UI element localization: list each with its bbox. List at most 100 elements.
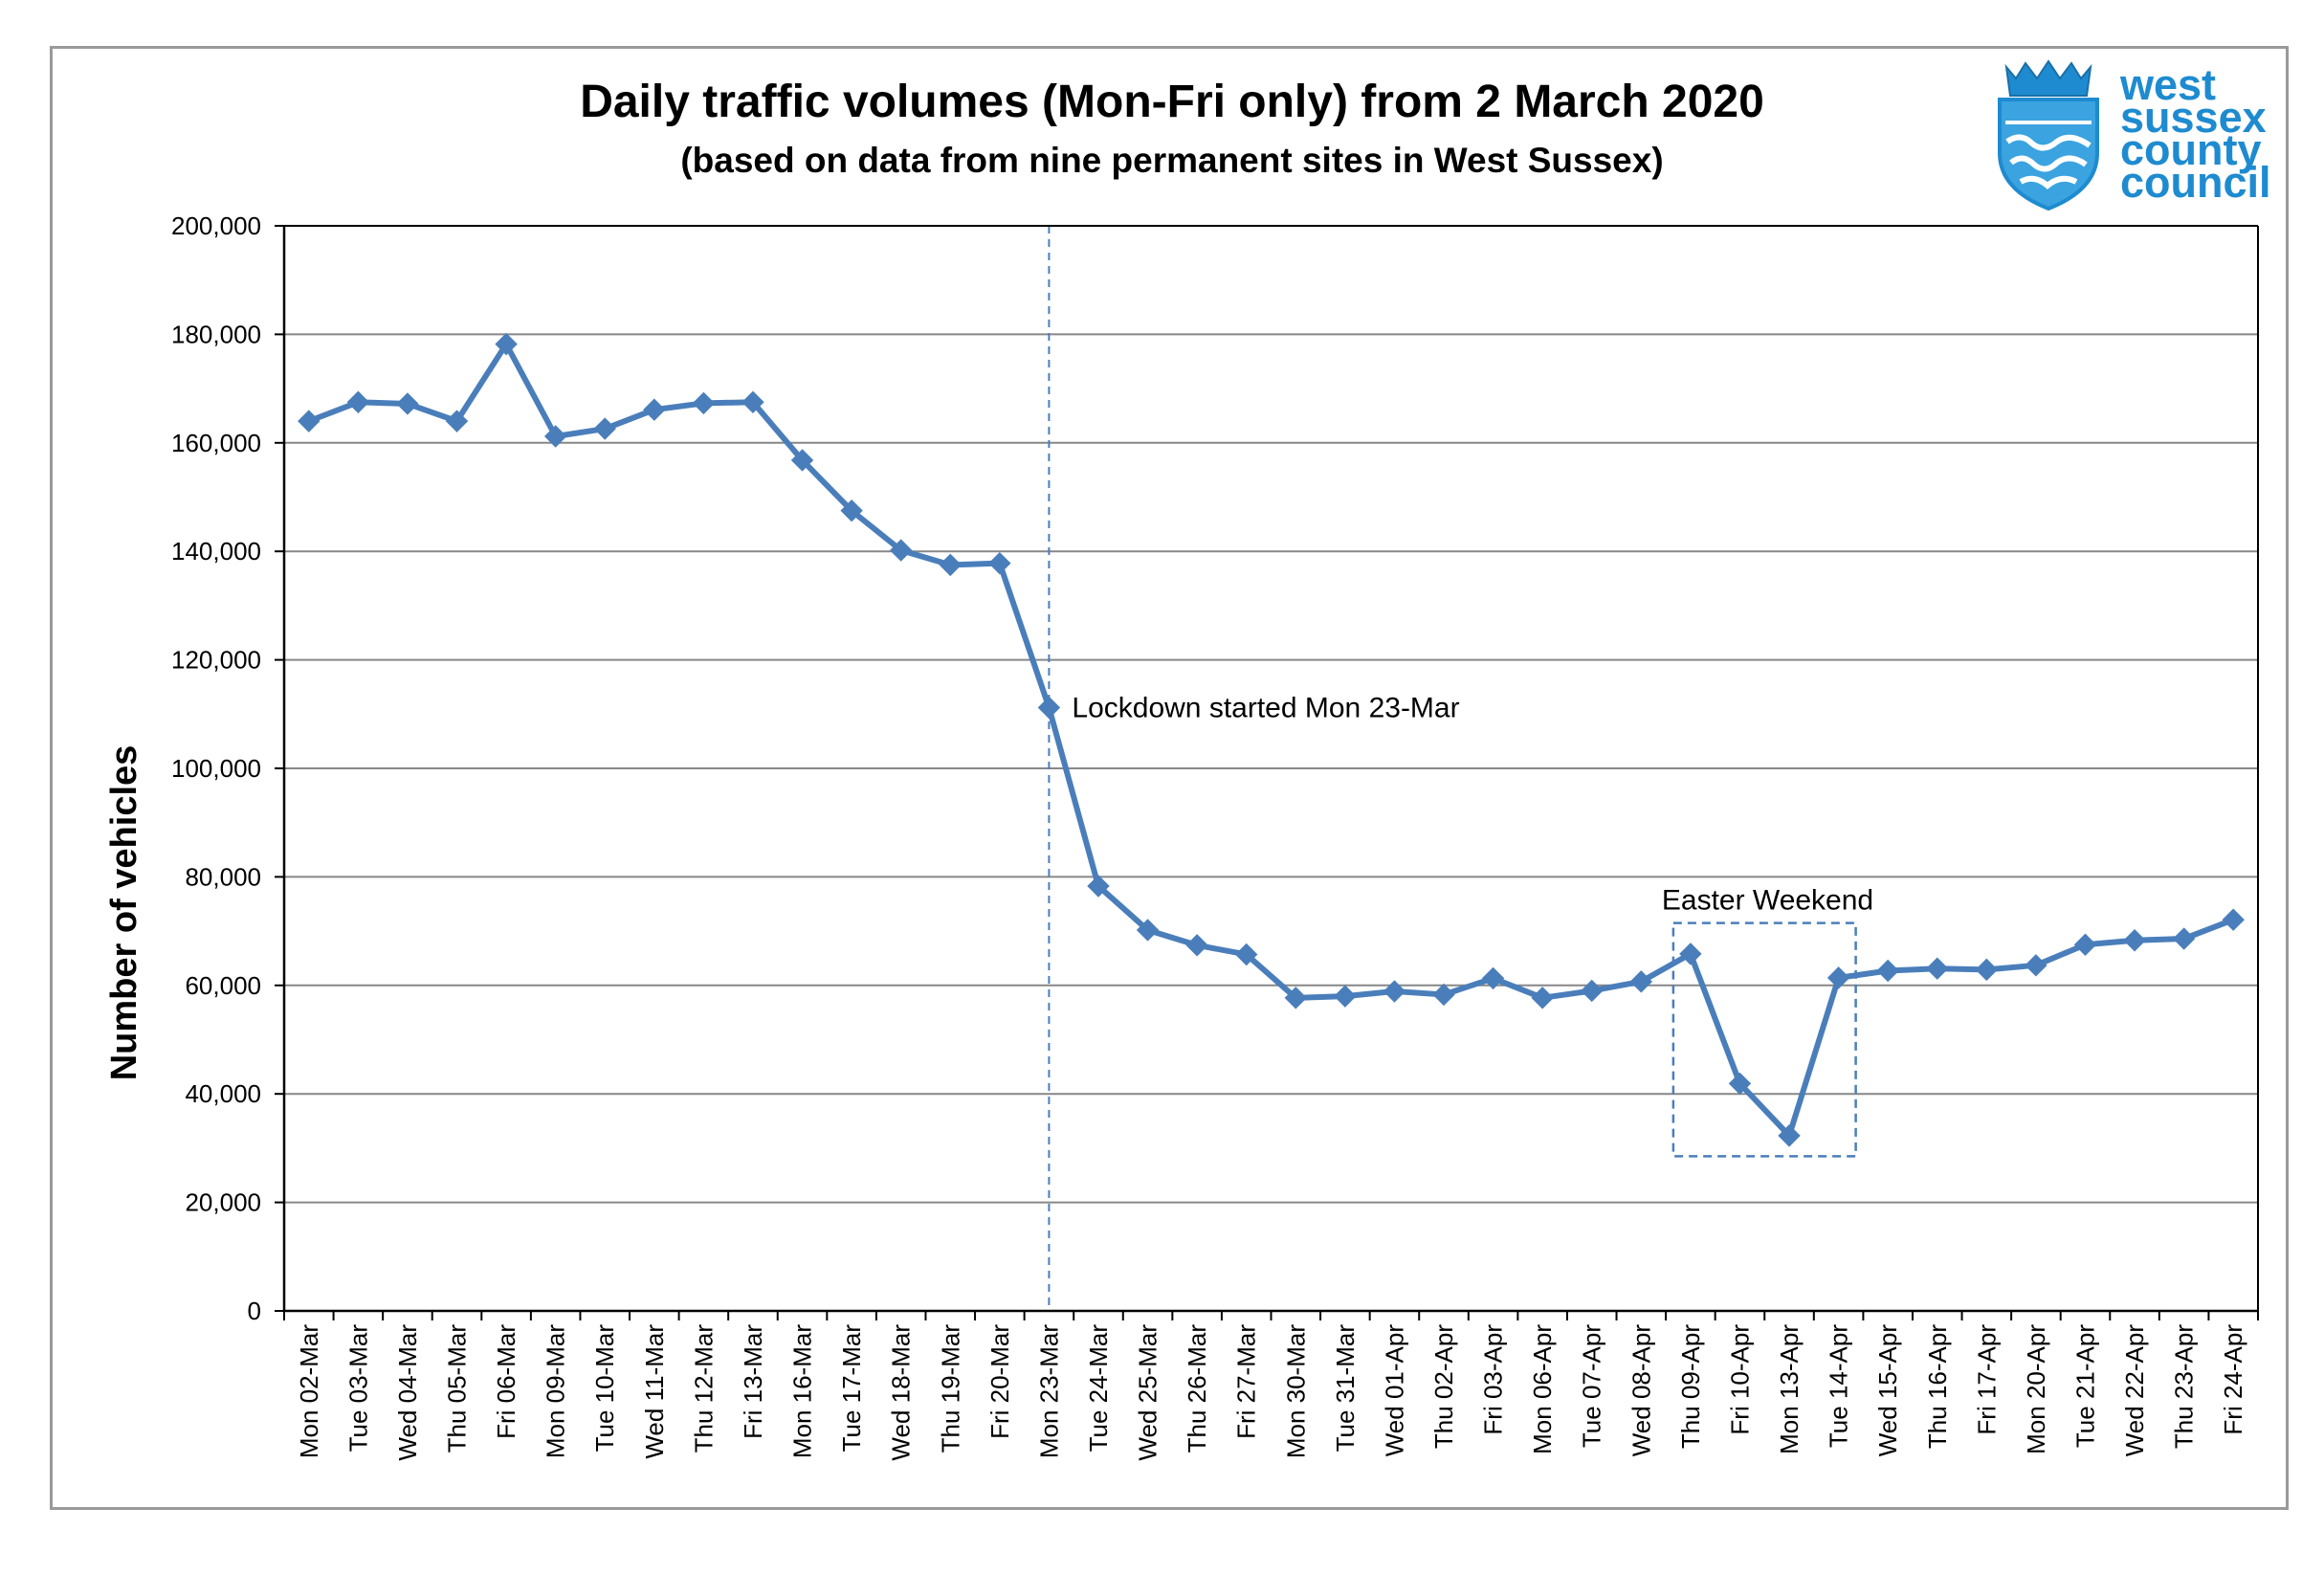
x-tick-label: Fri 20-Mar <box>985 1324 1014 1439</box>
x-tick-label: Mon 09-Mar <box>542 1324 570 1458</box>
data-point <box>1087 875 1110 898</box>
data-point <box>1284 987 1307 1009</box>
y-tick-label: 160,000 <box>171 429 261 457</box>
data-point <box>2222 908 2245 931</box>
data-point <box>988 551 1011 575</box>
x-tick-label: Wed 22-Apr <box>2120 1324 2149 1457</box>
data-point <box>543 425 567 448</box>
data-point <box>2073 933 2097 956</box>
y-tick-label: 80,000 <box>185 862 261 891</box>
x-tick-label: Tue 10-Mar <box>590 1324 619 1453</box>
x-tick-label: Tue 03-Mar <box>343 1324 372 1453</box>
data-point <box>1235 943 1258 966</box>
data-point <box>1432 983 1455 1007</box>
x-tick-label: Tue 14-Apr <box>1825 1324 1853 1448</box>
data-point <box>1185 934 1208 957</box>
chart-subtitle: (based on data from nine permanent sites… <box>680 141 1663 180</box>
x-tick-label: Tue 17-Mar <box>837 1324 866 1453</box>
x-tick-label: Wed 01-Apr <box>1380 1324 1408 1457</box>
axes <box>275 225 2259 1320</box>
data-point <box>1037 696 1061 720</box>
data-point <box>1728 1072 1752 1096</box>
annotations: Lockdown started Mon 23-Mar Easter Weeken… <box>1048 226 1873 1311</box>
x-tick-label: Mon 02-Mar <box>295 1324 323 1458</box>
data-point <box>346 390 370 413</box>
x-tick-label: Wed 11-Mar <box>640 1324 669 1459</box>
data-point <box>1876 959 1899 983</box>
data-point <box>939 553 962 577</box>
series-line <box>307 341 2235 1139</box>
x-tick-label: Mon 06-Apr <box>1528 1324 1557 1454</box>
x-tick-label: Mon 20-Apr <box>2022 1324 2050 1454</box>
data-point <box>1629 970 1653 993</box>
data-point <box>1334 985 1357 1008</box>
data-point <box>1826 966 1850 989</box>
data-point <box>889 539 913 562</box>
y-axis-label: Number of vehicles <box>104 745 144 1081</box>
data-point <box>396 392 419 415</box>
data-point <box>692 391 716 415</box>
data-point <box>1926 957 1949 980</box>
county-logo: west sussex county council <box>1998 59 2271 211</box>
y-tick-label: 120,000 <box>171 646 261 675</box>
series-layer <box>298 332 2245 1147</box>
x-tick-label: Fri 13-Mar <box>739 1324 767 1439</box>
x-tick-label: Tue 24-Mar <box>1084 1324 1113 1453</box>
x-tick-label: Fri 03-Apr <box>1479 1324 1508 1435</box>
x-tick-label: Wed 04-Mar <box>393 1324 422 1461</box>
x-tick-label: Thu 12-Mar <box>689 1324 718 1453</box>
y-tick-label: 180,000 <box>171 320 261 348</box>
data-point <box>1481 966 1505 990</box>
x-tick-label: Mon 13-Apr <box>1775 1324 1804 1454</box>
data-point <box>1531 987 1554 1009</box>
chart-title: Daily traffic volumes (Mon-Fri only) fro… <box>580 77 1764 127</box>
x-tick-label: Wed 15-Apr <box>1873 1324 1902 1457</box>
crown-shield-icon <box>1998 59 2099 211</box>
data-point <box>2123 929 2146 952</box>
data-point <box>1581 979 1604 1003</box>
data-point <box>495 332 518 356</box>
logo-line-4: council <box>2120 158 2271 207</box>
data-point <box>445 410 469 433</box>
x-tick-label: Fri 27-Mar <box>1232 1324 1261 1439</box>
data-point <box>840 499 863 522</box>
x-tick-label: Thu 05-Mar <box>443 1324 472 1453</box>
data-point <box>741 390 764 413</box>
data-point <box>1136 919 1160 942</box>
x-tick-label: Mon 23-Mar <box>1034 1324 1063 1458</box>
x-tick-label: Thu 23-Apr <box>2170 1324 2199 1449</box>
lockdown-annotation: Lockdown started Mon 23-Mar <box>1072 692 1459 723</box>
data-point <box>2172 927 2196 950</box>
x-tick-label: Mon 16-Mar <box>788 1324 817 1458</box>
x-tick-label: Fri 24-Apr <box>2219 1324 2247 1435</box>
chart-frame <box>50 46 2289 1510</box>
x-tick-label: Mon 30-Mar <box>1281 1324 1310 1458</box>
x-tick-label: Wed 25-Mar <box>1134 1324 1162 1461</box>
y-tick-label: 40,000 <box>185 1079 261 1108</box>
data-point <box>1679 943 1702 965</box>
x-tick-label: Fri 17-Apr <box>1972 1324 2001 1435</box>
y-tick-label: 60,000 <box>185 971 261 1000</box>
x-tick-label: Thu 09-Apr <box>1676 1324 1705 1449</box>
x-tick-label: Tue 07-Apr <box>1578 1324 1606 1448</box>
data-point <box>593 417 616 440</box>
data-point <box>1383 980 1406 1003</box>
x-tick-label: Thu 02-Apr <box>1429 1324 1458 1449</box>
x-tick-label: Wed 18-Mar <box>887 1324 916 1461</box>
logo-line-3: county <box>2120 125 2262 174</box>
y-tick-label: 0 <box>248 1297 261 1325</box>
x-tick-label: Tue 31-Mar <box>1331 1324 1360 1453</box>
x-tick-label: Fri 10-Apr <box>1725 1324 1754 1435</box>
data-point <box>1778 1124 1801 1147</box>
y-tick-label: 200,000 <box>171 211 261 240</box>
easter-weekend-annotation: Easter Weekend <box>1662 885 1873 917</box>
logo-line-2: sussex <box>2120 93 2267 142</box>
data-point <box>643 398 666 421</box>
x-tick-label: Thu 26-Mar <box>1183 1324 1211 1453</box>
y-tick-labels: 0 20,000 40,000 60,000 80,000 100,000 120,000 1… <box>171 211 261 1325</box>
data-point <box>298 410 321 433</box>
x-tick-label: Tue 21-Apr <box>2070 1324 2099 1448</box>
logo-line-1: west <box>2119 60 2216 109</box>
y-tick-label: 20,000 <box>185 1188 261 1217</box>
